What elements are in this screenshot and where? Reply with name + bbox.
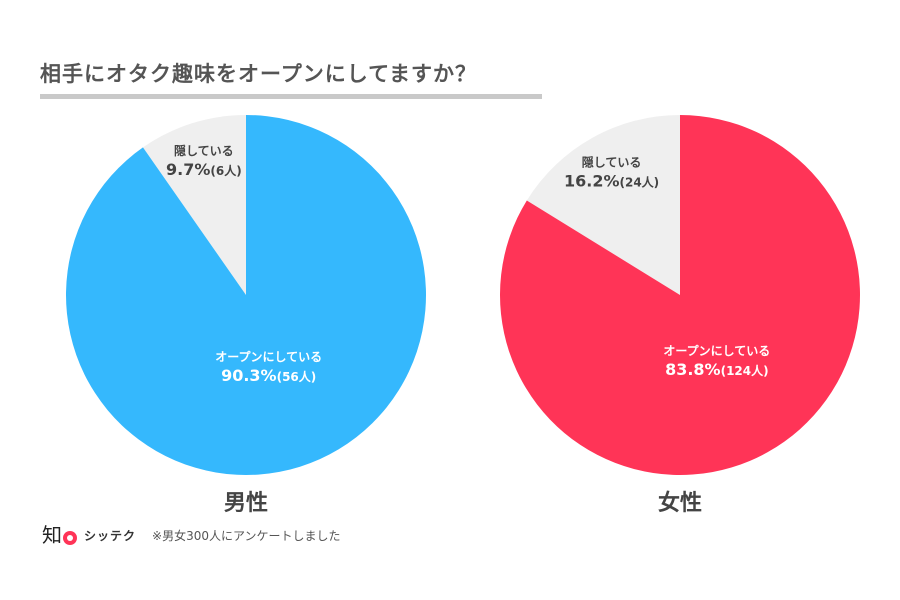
slice-label-male-hidden: 隠している	[174, 143, 234, 158]
survey-note: ※男女300人にアンケートしました	[152, 528, 341, 543]
slice-value-male-hidden: 9.7%(6人)	[166, 160, 242, 179]
slice-value-female-open: 83.8%(124人)	[665, 360, 769, 379]
chart-caption-female: 女性	[657, 491, 702, 516]
logo-glyph: 知	[42, 523, 62, 547]
chart-title: 相手にオタク趣味をオープンにしてますか？	[40, 62, 478, 86]
pie-slice-male-open	[65, 115, 426, 475]
pie-slice-female-open	[500, 115, 860, 476]
slice-label-female-open: オープンにしている	[663, 343, 770, 358]
pie-slice-male-hidden	[142, 115, 246, 295]
slice-value-female-hidden: 16.2%(24人)	[564, 171, 659, 190]
slice-value-male-open: 90.3%(56人)	[221, 366, 316, 385]
slice-label-male-open: オープンにしている	[215, 349, 322, 364]
title-underline	[40, 94, 542, 99]
logo-icon: 知	[42, 523, 77, 547]
shitteku-logo: 知	[42, 520, 80, 550]
chart-caption-male: 男性	[223, 491, 268, 516]
brand-name: シッテク	[84, 528, 137, 543]
pie-slice-female-hidden	[526, 115, 680, 295]
slice-label-female-hidden: 隠している	[582, 154, 642, 169]
footer: 知 シッテク ※男女300人にアンケートしました	[42, 520, 341, 550]
